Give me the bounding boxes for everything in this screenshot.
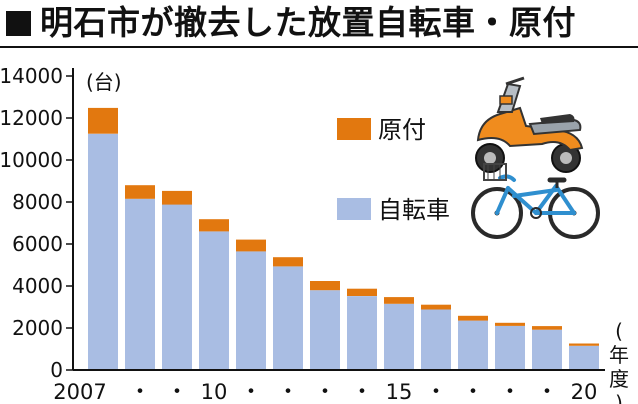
x-unit-char: 度 [609,367,629,391]
bar-bicycle-2011 [236,251,266,370]
y-tick-label: 12000 [0,106,63,130]
x-tick-label: ・ [462,380,484,404]
x-tick-label: ・ [536,380,558,404]
bar-moped-2008 [125,185,155,199]
bar-bicycle-2009 [162,204,192,370]
bar-moped-2010 [199,219,229,232]
bar-bicycle-2014 [347,296,377,370]
x-tick-label: 20 [571,380,598,404]
bar-bicycle-2017 [458,320,488,370]
x-tick-label: ・ [166,380,188,404]
y-tick-label: 10000 [0,148,63,172]
bar-bicycle-2020 [569,345,599,370]
title-bar: 明石市が撤去した放置自転車・原付 [0,0,638,46]
bar-moped-2009 [162,190,192,205]
x-unit-char: ) [615,391,623,404]
x-unit-label: (年度) [609,319,629,404]
bar-moped-2017 [458,315,488,321]
bar-moped-2013 [310,281,340,291]
x-tick-label: 15 [386,380,413,404]
x-tick-label: ・ [351,380,373,404]
bar-bicycle-2008 [125,198,155,370]
x-tick-label: 10 [201,380,228,404]
bar-moped-2015 [384,297,414,304]
bar-moped-2018 [495,322,525,326]
y-unit-label: (台) [86,70,122,94]
bar-moped-2011 [236,239,266,252]
legend: 原付 自転車 [337,116,450,224]
y-tick-label: 6000 [12,232,63,256]
bar-bicycle-2012 [273,266,303,370]
bar-moped-2014 [347,288,377,296]
bar-bicycle-2015 [384,303,414,370]
y-tick-label: 14000 [0,64,63,88]
legend-swatch-moped [337,118,371,140]
bar-moped-2016 [421,304,451,310]
x-ticks-group: 2007 ・・ 10 ・・・・ 15 ・・・・ 20 [53,380,597,404]
x-tick-label: 2007 [53,380,106,404]
title-square-icon [6,11,31,36]
bar-bicycle-2019 [532,329,562,370]
page-title: 明石市が撤去した放置自転車・原付 [40,3,576,42]
title-divider [0,46,638,48]
bar-bicycle-2018 [495,325,525,370]
x-tick-label: ・ [314,380,336,404]
bar-moped-2007 [88,107,118,134]
scooter-icon [475,76,584,173]
bars-group [88,107,599,371]
x-tick-label: ・ [240,380,262,404]
legend-swatch-bicycle [337,198,371,220]
x-tick-label: ・ [425,380,447,404]
bar-bicycle-2007 [88,133,118,371]
y-ticks-group: 0 2000 4000 6000 8000 10000 12000 14000 [0,64,73,382]
y-tick-label: 8000 [12,190,63,214]
bar-moped-2019 [532,326,562,330]
legend-label-moped: 原付 [378,116,426,144]
x-unit-char: ( [615,319,623,343]
x-tick-label: ・ [277,380,299,404]
bar-moped-2012 [273,257,303,267]
legend-label-bicycle: 自転車 [378,196,450,224]
bicycle-icon [471,163,600,239]
bar-bicycle-2016 [421,309,451,370]
x-unit-char: 年 [609,343,629,367]
y-tick-label: 2000 [12,316,63,340]
bar-moped-2020 [569,343,599,346]
x-tick-label: ・ [499,380,521,404]
bar-bicycle-2010 [199,231,229,370]
bar-bicycle-2013 [310,290,340,370]
y-tick-label: 4000 [12,274,63,298]
x-tick-label: ・ [129,380,151,404]
y-tick-label: 0 [50,358,63,382]
